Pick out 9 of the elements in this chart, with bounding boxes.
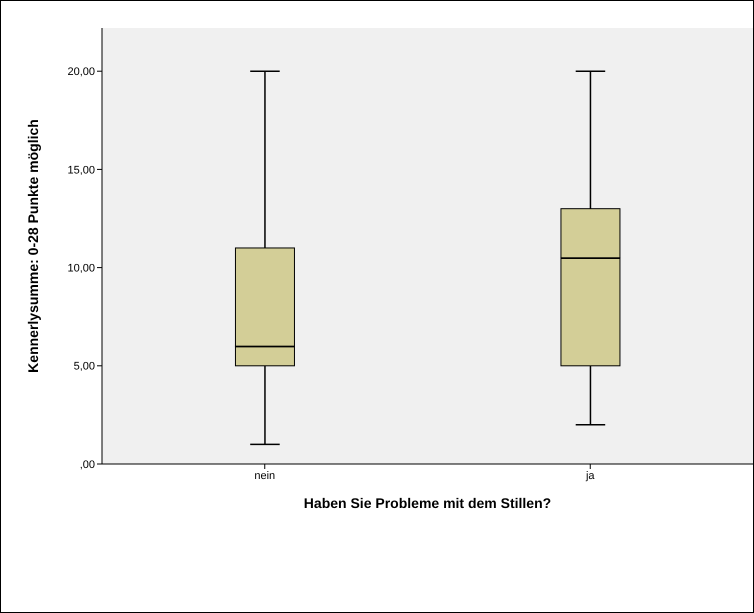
y-tick-label: 5,00 bbox=[74, 360, 95, 373]
y-tick-label: ,00 bbox=[80, 458, 95, 471]
y-axis-title: Kennerlysumme: 0-28 Punkte möglich bbox=[24, 119, 41, 373]
x-axis-title: Haben Sie Probleme mit dem Stillen? bbox=[304, 495, 552, 511]
x-tick-label: ja bbox=[584, 470, 596, 482]
x-tick-label: nein bbox=[254, 470, 276, 482]
y-tick-label: 10,00 bbox=[67, 262, 95, 275]
y-tick-label: 15,00 bbox=[67, 164, 95, 176]
y-tick-label: 20,00 bbox=[67, 66, 95, 78]
